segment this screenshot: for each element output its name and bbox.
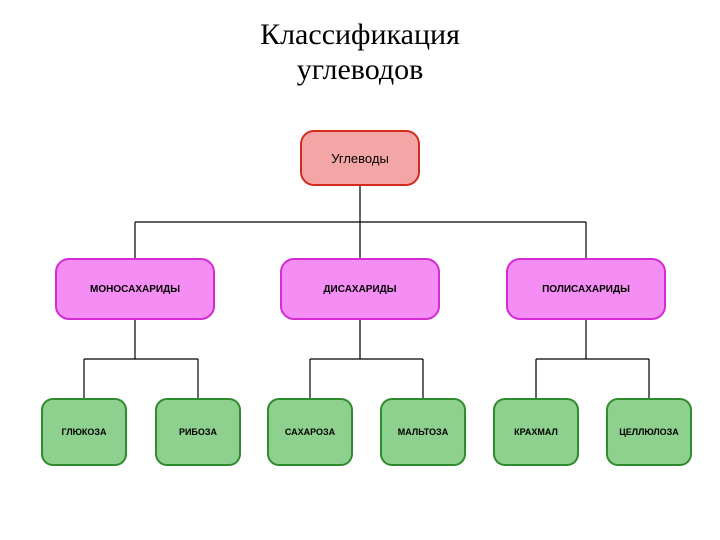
node-cell-label: ЦЕЛЛЮЛОЗА: [615, 425, 683, 439]
node-mono-label: МОНОСАХАРИДЫ: [86, 282, 184, 297]
node-mono: МОНОСАХАРИДЫ: [55, 258, 215, 320]
page-title: Классификацияуглеводов: [0, 18, 720, 87]
node-root-label: Углеводы: [327, 149, 393, 168]
node-poli: ПОЛИСАХАРИДЫ: [506, 258, 666, 320]
node-gluk: ГЛЮКОЗА: [41, 398, 127, 466]
node-malt: МАЛЬТОЗА: [380, 398, 466, 466]
node-cell: ЦЕЛЛЮЛОЗА: [606, 398, 692, 466]
node-krah-label: КРАХМАЛ: [510, 425, 562, 439]
node-malt-label: МАЛЬТОЗА: [394, 425, 452, 439]
node-krah: КРАХМАЛ: [493, 398, 579, 466]
node-di-label: ДИСАХАРИДЫ: [319, 282, 400, 297]
title-text: Классификацияуглеводов: [260, 18, 460, 86]
node-saha-label: САХАРОЗА: [281, 425, 339, 439]
node-ribo: РИБОЗА: [155, 398, 241, 466]
node-gluk-label: ГЛЮКОЗА: [57, 425, 110, 439]
node-poli-label: ПОЛИСАХАРИДЫ: [538, 282, 634, 297]
node-di: ДИСАХАРИДЫ: [280, 258, 440, 320]
node-saha: САХАРОЗА: [267, 398, 353, 466]
node-root: Углеводы: [300, 130, 420, 186]
node-ribo-label: РИБОЗА: [175, 425, 221, 439]
